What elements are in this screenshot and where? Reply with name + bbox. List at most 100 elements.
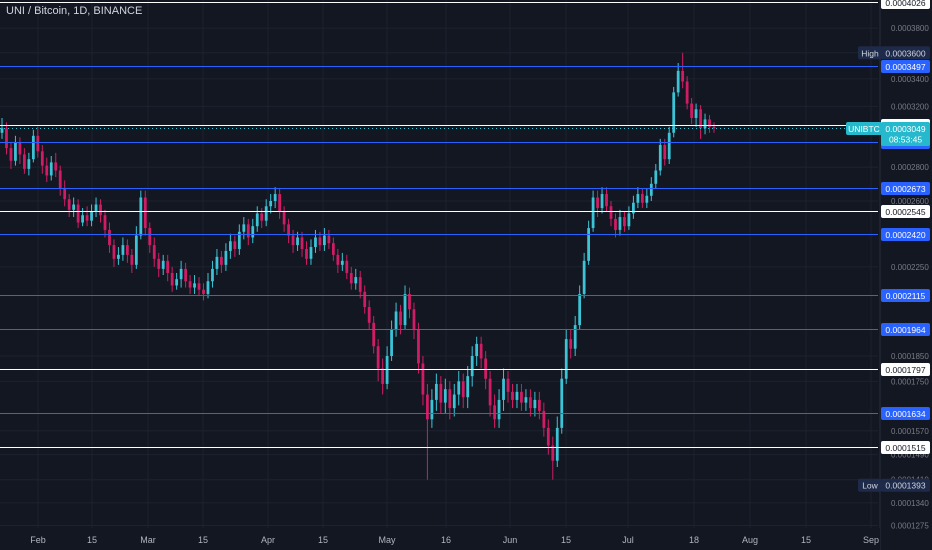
level-label: 0.0001634	[885, 409, 925, 419]
candle-body	[300, 237, 304, 249]
time-tick-label: May	[378, 535, 396, 545]
candle	[309, 239, 313, 265]
symbol-tag-bg	[846, 121, 882, 135]
candle	[488, 371, 492, 417]
candle	[23, 148, 26, 174]
level-label: 0.0003497	[885, 62, 925, 72]
candle	[242, 217, 246, 240]
candle-body	[520, 391, 523, 403]
candle	[40, 145, 44, 174]
candle	[5, 122, 8, 155]
candle	[403, 285, 407, 330]
candle-body	[596, 197, 599, 209]
candle-body	[309, 247, 313, 259]
candle-body	[645, 195, 649, 203]
candle	[452, 383, 456, 417]
time-axis[interactable]: Feb 15 Mar 15 Apr 15 May 16 Jun 15 Jul 18 Aug 15 Sep	[0, 528, 880, 550]
candle	[506, 371, 510, 403]
level-label-bg	[881, 60, 930, 73]
candle	[27, 152, 31, 176]
candle	[658, 138, 662, 176]
candle	[108, 222, 111, 253]
candle	[649, 177, 653, 201]
candle	[161, 254, 165, 276]
candle	[251, 218, 255, 244]
candle-body	[497, 399, 501, 420]
candle	[269, 194, 273, 214]
candle-body	[36, 135, 40, 152]
price-tick-label: 0.0001570	[891, 427, 929, 436]
candle-body	[470, 356, 474, 377]
high-value-bg	[881, 46, 930, 60]
candle-body	[188, 281, 192, 288]
candle	[72, 197, 76, 218]
candle	[166, 254, 170, 282]
candle-body	[658, 145, 662, 171]
level-label-bg	[881, 205, 930, 218]
candle	[103, 209, 107, 238]
candle	[667, 126, 671, 165]
price-tick-label: 0.0003800	[891, 24, 929, 33]
candle-body	[130, 254, 134, 265]
candle	[461, 373, 465, 409]
candle	[367, 300, 371, 330]
candle-body	[237, 231, 241, 249]
candle-body	[5, 128, 8, 149]
candle	[564, 329, 568, 384]
candle	[305, 241, 308, 265]
candle-body	[305, 248, 308, 259]
candle-body	[246, 224, 250, 238]
candle	[300, 231, 304, 257]
candle-body	[354, 277, 358, 284]
candle-body	[72, 204, 76, 210]
candle-body	[452, 394, 456, 409]
candle	[448, 381, 452, 420]
candle	[676, 63, 680, 97]
candle	[67, 194, 71, 218]
candle	[193, 275, 196, 294]
candle-body	[233, 241, 237, 249]
candle-body	[376, 346, 380, 369]
candle-body	[45, 165, 49, 176]
candle	[618, 209, 622, 236]
price-tick-label: 0.0001275	[891, 522, 929, 531]
candle-body	[215, 256, 219, 269]
candle	[215, 248, 219, 276]
time-tick-label: Sep	[863, 535, 879, 545]
price-tick-label: 0.0002600	[891, 197, 929, 206]
candle	[157, 252, 161, 278]
candle-body	[591, 197, 595, 229]
candle	[287, 218, 290, 244]
candle	[14, 135, 17, 166]
candle	[363, 285, 367, 314]
level-label: 0.0001515	[885, 443, 925, 453]
candle-body	[367, 307, 371, 323]
candle	[609, 200, 613, 227]
countdown-timer: 08:53:45	[889, 134, 922, 144]
candle-body	[296, 237, 299, 246]
candle	[426, 383, 429, 480]
candle	[551, 436, 555, 480]
candle-body	[555, 427, 559, 461]
candle-body	[251, 226, 255, 238]
candle	[385, 346, 389, 390]
candle-body	[533, 399, 537, 409]
candle	[143, 190, 147, 236]
candle-body	[569, 339, 573, 349]
price-tick-label: 0.0001490	[891, 451, 929, 460]
level-label: 0.0001964	[885, 325, 925, 335]
candle	[587, 220, 591, 265]
price-axis[interactable]: 0.0003800 0.0003600 0.0003400 0.0003200 0.00…	[879, 0, 932, 550]
candle-body	[708, 119, 711, 127]
candle-body	[600, 194, 604, 209]
candle-body	[363, 291, 367, 308]
candle	[233, 235, 237, 257]
candle	[443, 378, 447, 414]
candle-body	[103, 215, 107, 230]
candle-body	[542, 410, 546, 428]
candle-body	[578, 293, 582, 326]
candle	[112, 239, 116, 267]
candle-body	[667, 132, 671, 160]
candle-body	[703, 119, 707, 129]
